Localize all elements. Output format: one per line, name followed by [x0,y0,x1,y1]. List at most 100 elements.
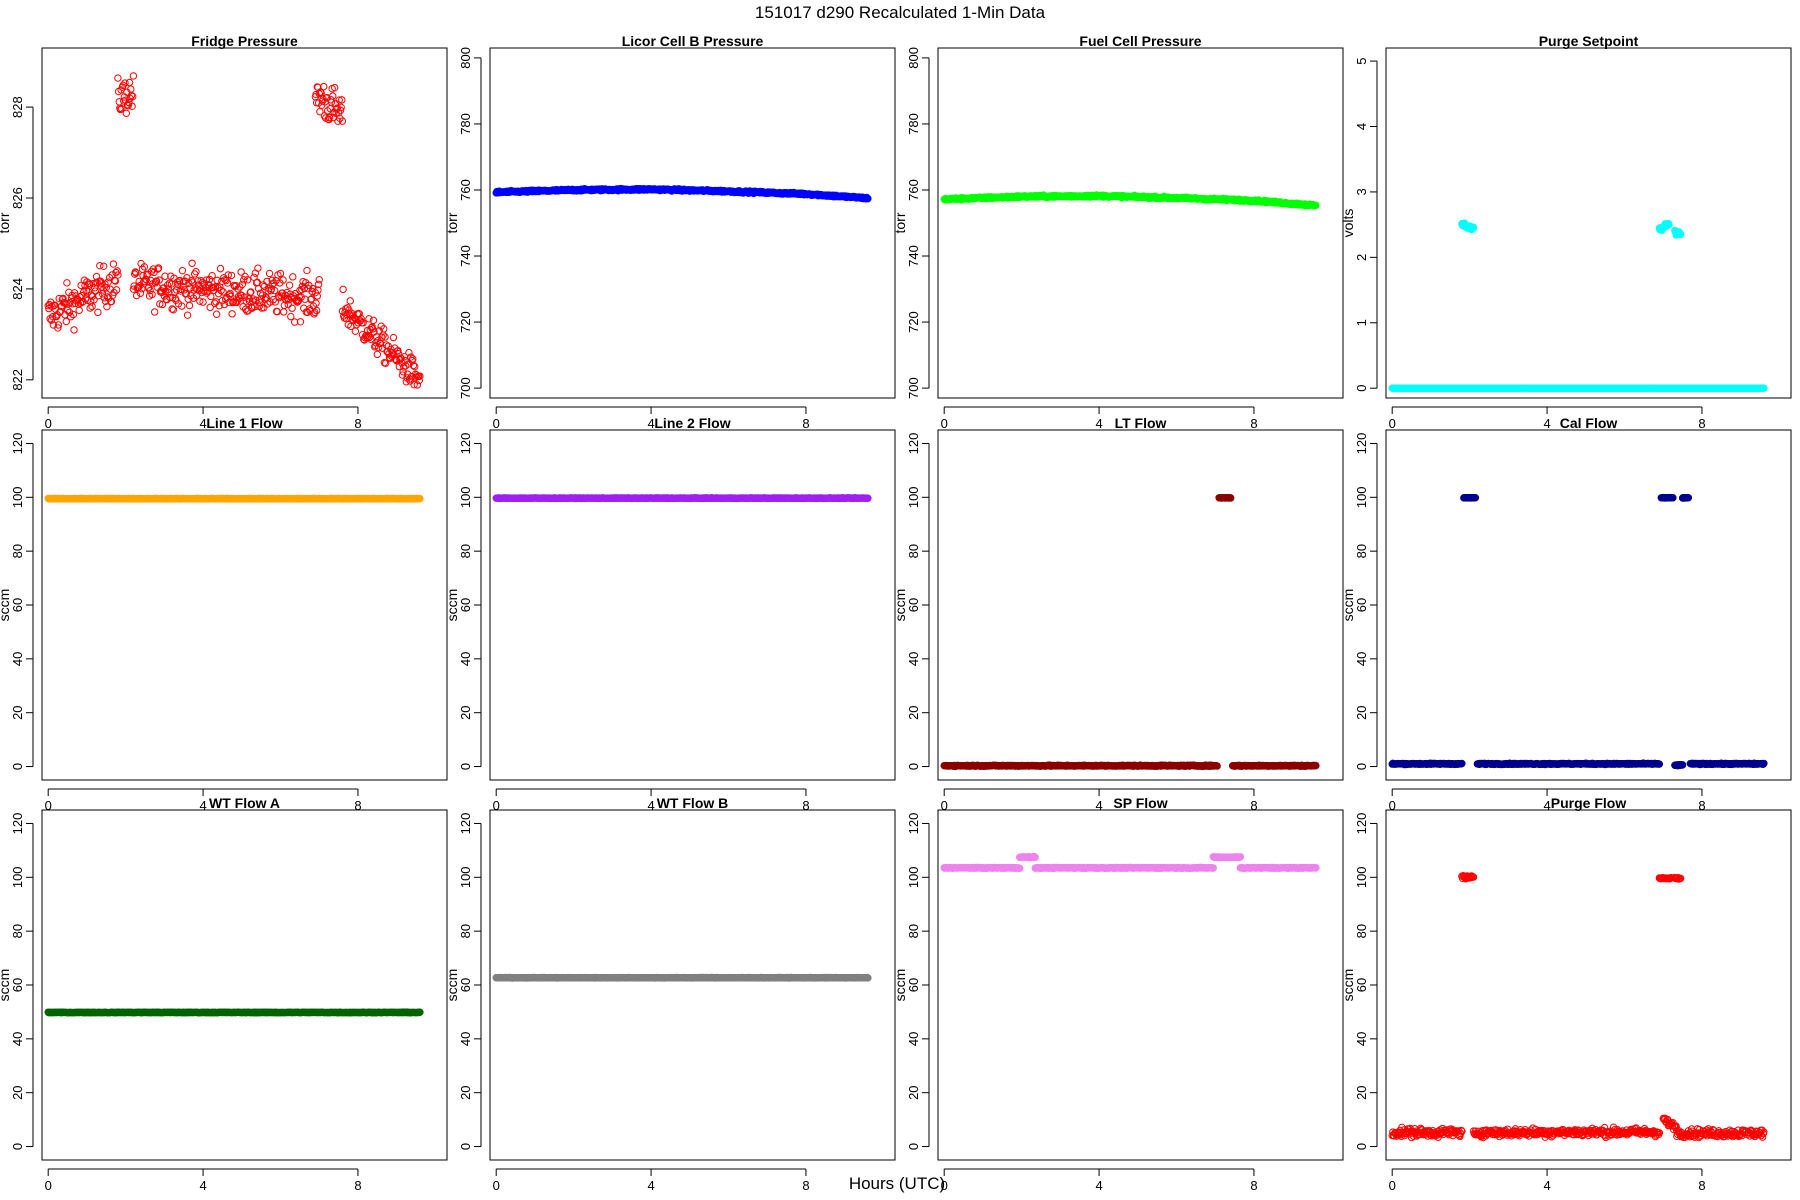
data-point [280,308,288,316]
data-point [287,312,295,321]
y-tick-label: 80 [906,544,921,558]
data-point [331,83,339,92]
data-point [122,109,130,118]
data-point [236,283,244,291]
y-tick-label: 740 [458,245,473,267]
data-point [369,316,378,325]
plot-frame [937,429,1344,781]
x-tick-label: 0 [493,416,500,431]
y-tick-label: 800 [906,47,921,69]
data-point [98,290,107,298]
data-points [492,184,872,203]
plot-frame [41,429,448,781]
data-point [864,494,872,502]
data-point [82,286,90,295]
data-point [234,285,242,293]
data-point [50,301,58,310]
data-point [219,288,227,296]
x-tick-label: 0 [45,798,52,813]
panel-title: Line 2 Flow [654,415,730,431]
x-tick-label: 0 [1389,798,1396,813]
x-tick-label: 8 [802,798,809,813]
x-tick-label: 8 [1698,798,1705,813]
data-point [394,346,402,355]
data-point [223,279,232,287]
data-point [79,297,87,306]
y-tick-label: 100 [10,486,25,508]
data-point [114,271,122,279]
data-point [375,327,383,335]
data-point [119,81,127,90]
data-point [75,306,83,314]
data-point [392,356,400,364]
data-point [187,291,195,300]
y-tick-label: 828 [10,96,25,118]
data-point [212,310,221,318]
data-point [237,268,245,276]
data-point [279,276,287,284]
data-point [154,264,163,272]
x-tick-label: 4 [1095,798,1102,813]
y-tick-label: 100 [1354,486,1369,508]
data-point [307,295,316,303]
data-point [1665,220,1673,229]
data-point [288,304,296,312]
y-tick-label: 40 [906,652,921,666]
data-point [116,105,125,114]
data-point [276,269,285,278]
data-point [1760,759,1768,768]
data-points [44,1008,424,1017]
y-tick-label: 120 [10,433,25,455]
data-point [365,333,374,342]
data-point [415,376,423,385]
data-point [165,289,173,297]
data-point [382,359,390,367]
data-point [161,287,170,296]
panel-title: WT Flow A [209,795,280,811]
data-point [284,300,292,309]
data-point [194,277,202,285]
data-point [1684,494,1693,502]
panel-title: Licor Cell B Pressure [622,33,764,49]
x-tick-label: 4 [199,416,206,431]
data-point [154,265,162,273]
data-point [1678,761,1687,769]
data-point [385,350,393,358]
data-point [106,285,114,293]
data-point [243,276,252,284]
data-point [265,269,274,278]
data-point [114,74,122,82]
y-tick-label: 100 [906,486,921,508]
data-point [338,117,347,125]
data-point [192,267,200,276]
data-point [405,348,413,357]
data-point [129,72,138,80]
data-point [118,104,126,113]
figure-title: 151017 d290 Recalculated 1-Min Data [755,3,1046,22]
data-point [125,78,134,87]
data-point [110,276,119,285]
data-point [338,96,346,104]
data-point [413,381,422,389]
data-point [339,285,347,294]
y-tick-label: 0 [906,763,921,770]
data-point [111,277,120,285]
data-point [329,92,337,100]
data-point [365,315,373,323]
data-point [210,299,219,307]
data-point [99,262,108,270]
data-point [213,276,221,285]
data-point [129,285,138,293]
data-point [228,310,236,318]
data-point [63,279,71,287]
data-point [70,289,79,297]
data-point [97,279,105,287]
y-tick-label: 60 [906,598,921,612]
